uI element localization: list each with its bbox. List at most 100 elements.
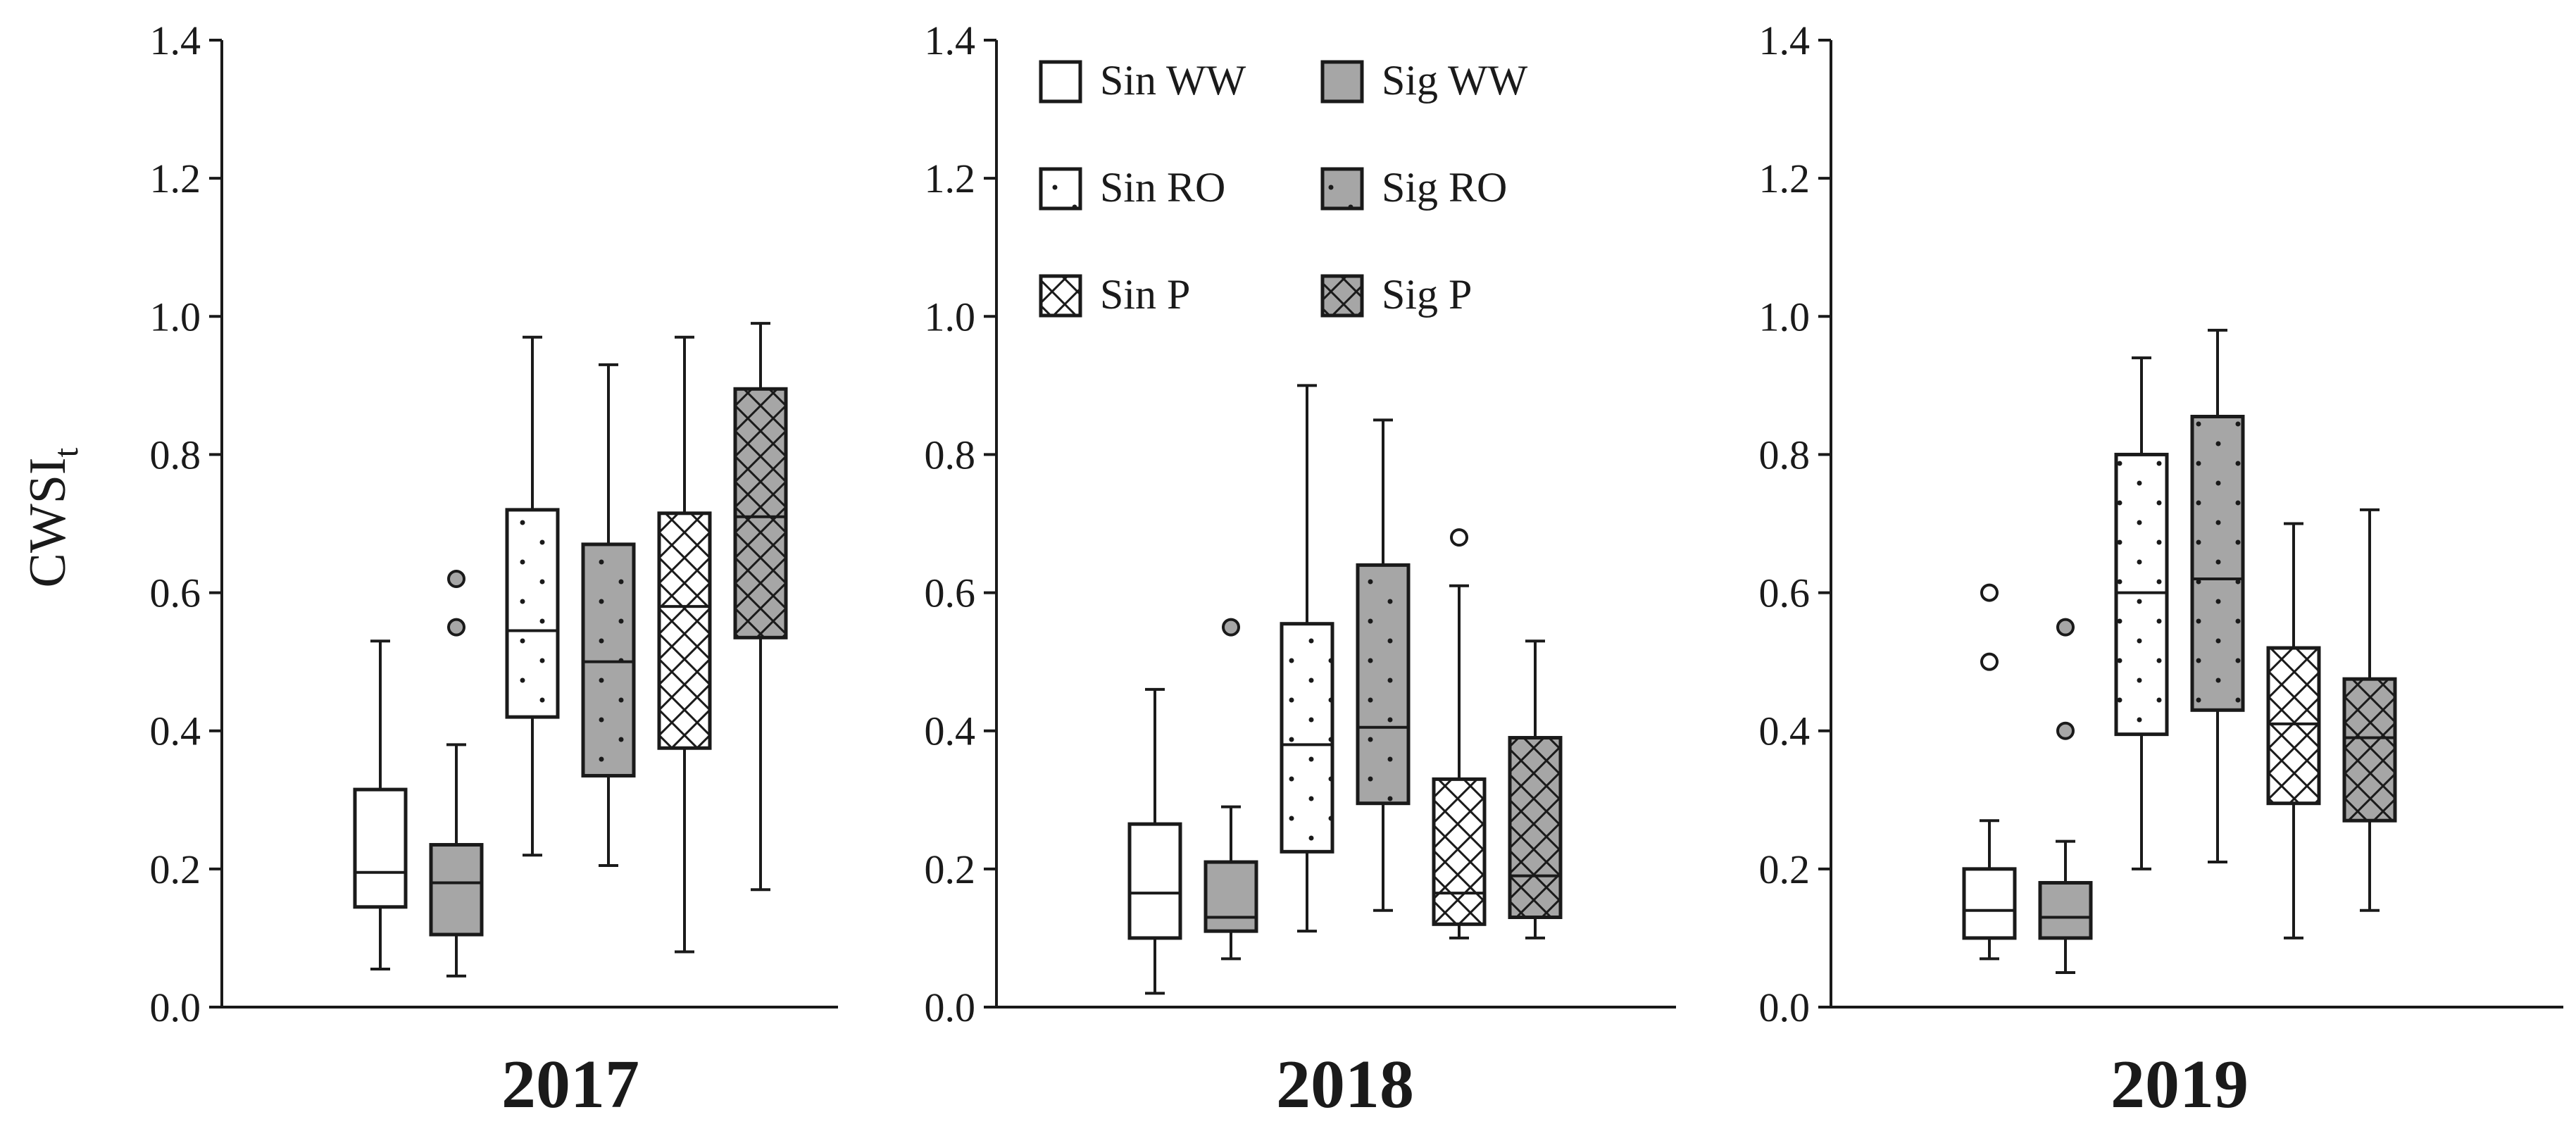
outlier-point <box>2056 721 2075 740</box>
legend-swatch-fill <box>1041 62 1080 101</box>
box-body <box>581 542 636 778</box>
box-sig_ww <box>2038 618 2093 974</box>
y-tick-label: 1.2 <box>1759 156 1811 201</box>
box-sin_p <box>657 335 712 954</box>
y-tick-label: 0.0 <box>150 985 201 1030</box>
box-body-hatch <box>2344 679 2395 821</box>
box-body-outline <box>2342 677 2397 823</box>
box-sig_p <box>1508 639 1563 939</box>
box-body-fill <box>431 844 482 935</box>
y-tick-label: 0.4 <box>1759 708 1811 754</box>
box-sig_ro <box>581 363 636 867</box>
legend-swatch <box>1039 60 1082 104</box>
box-body-outline <box>1127 822 1182 940</box>
legend-swatch-outline <box>1320 274 1364 318</box>
box-body-fill <box>355 789 406 907</box>
box-body-dots <box>2116 454 2167 735</box>
outlier-point <box>1980 652 1999 671</box>
legend-item-sig_ww: Sig WW <box>1320 57 1528 104</box>
legend-label: Sin WW <box>1100 57 1246 104</box>
legend: Sin WW Sig WW Sin RO Sig RO Sin P Sig P <box>1039 57 1528 318</box>
box-body-outline <box>2114 452 2169 737</box>
y-tick-label: 0.2 <box>925 847 976 892</box>
box-body <box>505 508 560 719</box>
box-body <box>1432 777 1487 926</box>
box-body-outline <box>505 508 560 719</box>
legend-label: Sig RO <box>1382 164 1507 211</box>
box-body <box>657 511 712 750</box>
box-body-fill <box>1964 868 2015 938</box>
box-body-dots <box>1282 623 1332 852</box>
box-body <box>2190 414 2245 712</box>
box-body <box>353 787 408 909</box>
outlier-point <box>2056 618 2075 637</box>
panels-group: 0.0 0.2 0.4 0.6 0.8 1.0 1.2 1.4 2017 0.0 0.2 0.4 0.6… <box>150 18 2563 1123</box>
y-tick-label: 0.2 <box>1759 847 1811 892</box>
box-body-outline <box>581 542 636 778</box>
box-body-hatch <box>1434 779 1484 925</box>
box-sin_ww <box>353 639 408 971</box>
y-tick-label: 1.4 <box>1759 18 1811 63</box>
panel-2018: 0.0 0.2 0.4 0.6 0.8 1.0 1.2 1.4 2018 <box>925 18 1676 1123</box>
box-body <box>2266 646 2321 806</box>
y-tick-label: 0.6 <box>150 570 201 616</box>
y-tick-label: 0.6 <box>1759 570 1811 616</box>
legend-label: Sin P <box>1100 271 1190 318</box>
box-body <box>1127 822 1182 940</box>
legend-swatch-dots <box>1323 169 1362 208</box>
box-body <box>1203 860 1258 933</box>
box-body-fill <box>1130 824 1180 938</box>
box-body-hatch <box>1510 737 1561 918</box>
legend-item-sig_p: Sig P <box>1320 271 1472 318</box>
box-sig_ww <box>1203 618 1258 961</box>
box-body <box>1356 563 1411 806</box>
box-body-outline <box>1508 736 1563 920</box>
box-sig_p <box>2342 508 2397 912</box>
legend-swatch-hatch <box>1041 276 1080 316</box>
y-axis-label: CWSIt <box>19 447 85 587</box>
legend-label: Sin RO <box>1100 164 1225 211</box>
box-body-dots <box>1358 565 1408 804</box>
y-tick-label: 0.6 <box>925 570 976 616</box>
box-sin_ro <box>2114 356 2169 870</box>
y-tick-label: 1.0 <box>1759 294 1811 339</box>
box-body-outline <box>2266 646 2321 806</box>
legend-item-sig_ro: Sig RO <box>1320 164 1507 211</box>
panel-2017: 0.0 0.2 0.4 0.6 0.8 1.0 1.2 1.4 2017 <box>150 18 838 1123</box>
y-tick-label: 1.4 <box>150 18 201 63</box>
box-body <box>429 843 484 937</box>
box-body-outline <box>2038 880 2093 940</box>
legend-swatch-outline <box>1320 60 1364 104</box>
y-tick-label: 0.2 <box>150 847 201 892</box>
box-body-fill <box>2040 882 2091 938</box>
box-body <box>2342 677 2397 823</box>
box-body-outline <box>2190 414 2245 712</box>
box-body-outline <box>429 843 484 937</box>
box-body <box>1280 622 1334 854</box>
legend-swatch-outline <box>1039 274 1082 318</box>
box-body-dots <box>583 544 634 776</box>
y-tick-label: 0.4 <box>925 708 976 754</box>
y-tick-label: 0.0 <box>1759 985 1811 1030</box>
y-tick-label: 1.0 <box>150 294 201 339</box>
outlier-point <box>1222 618 1240 637</box>
box-body <box>1508 736 1563 920</box>
box-sin_ww <box>1962 583 2017 961</box>
outlier-point <box>447 569 465 588</box>
box-body-outline <box>733 387 788 639</box>
y-tick-label: 1.4 <box>925 18 976 63</box>
box-body-dots <box>507 509 558 718</box>
panel-title: 2017 <box>501 1047 639 1123</box>
legend-label: Sig P <box>1382 271 1472 318</box>
box-body <box>2114 452 2169 737</box>
box-sig_p <box>733 322 788 892</box>
y-tick-label: 0.8 <box>1759 432 1811 477</box>
legend-swatch-outline <box>1039 60 1082 104</box>
panel-title: 2018 <box>1276 1047 1414 1123</box>
box-body-hatch <box>2268 648 2319 804</box>
box-body <box>1962 867 2017 940</box>
box-body-hatch <box>659 513 710 749</box>
box-body-outline <box>1962 867 2017 940</box>
y-tick-label: 1.2 <box>925 156 976 201</box>
box-body-outline <box>657 511 712 750</box>
